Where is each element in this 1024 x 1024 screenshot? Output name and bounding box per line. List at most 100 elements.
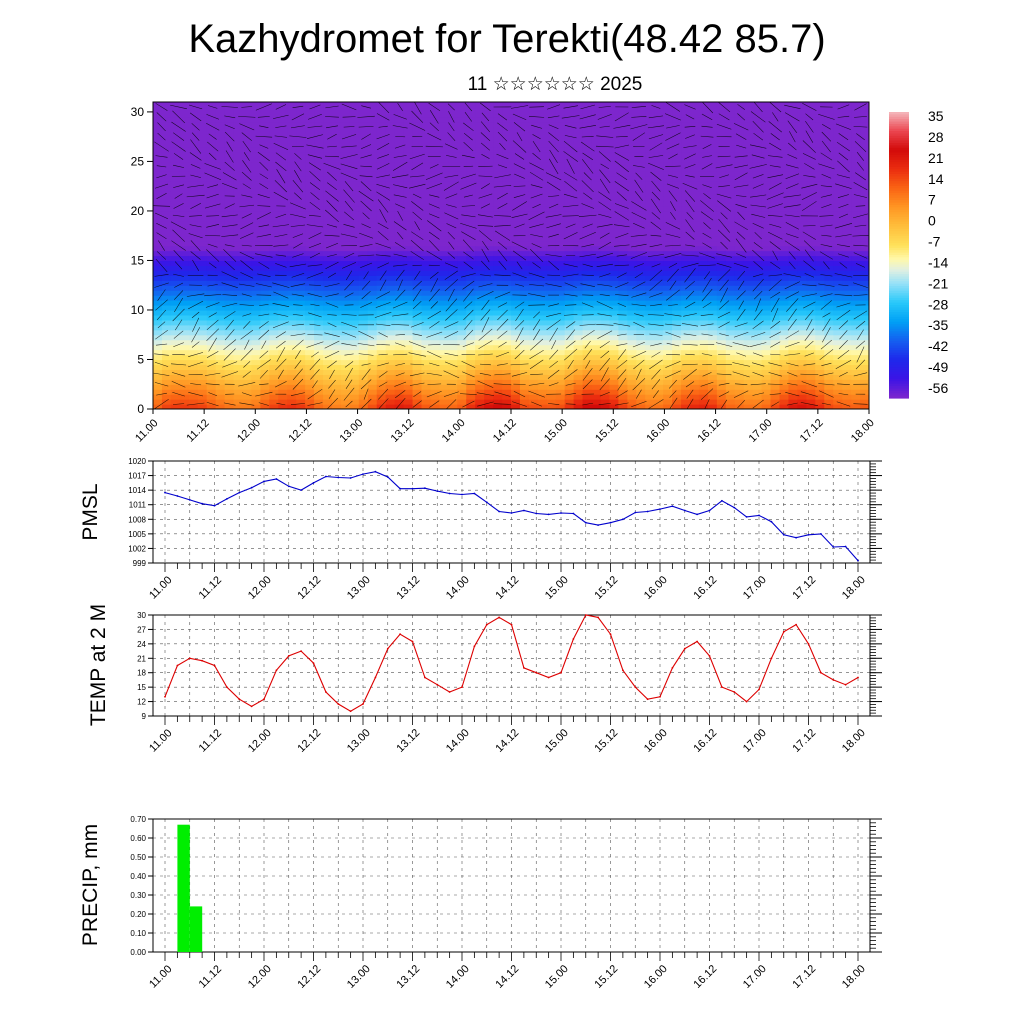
heatmap-cell bbox=[367, 359, 378, 366]
heatmap-cell bbox=[600, 305, 611, 311]
heatmap-cell bbox=[233, 201, 244, 207]
heatmap-cell bbox=[475, 136, 485, 143]
heatmap-cell bbox=[734, 245, 745, 252]
heatmap-cell bbox=[296, 314, 306, 321]
heatmap-cell bbox=[305, 379, 315, 385]
heatmap-cell bbox=[528, 131, 539, 138]
heatmap-cell bbox=[600, 225, 611, 232]
heatmap-cell bbox=[519, 181, 530, 187]
heatmap-cell bbox=[457, 176, 467, 182]
heatmap-cell bbox=[824, 404, 834, 409]
heatmap-cell bbox=[188, 305, 199, 311]
heatmap-cell bbox=[743, 201, 754, 207]
heatmap-cell bbox=[672, 126, 682, 133]
heatmap-cell bbox=[287, 334, 297, 341]
heatmap-cell bbox=[582, 161, 593, 167]
heatmap-cell bbox=[725, 240, 736, 247]
heatmap-cell bbox=[314, 364, 324, 370]
heatmap-cell bbox=[305, 126, 315, 133]
heatmap-cell bbox=[278, 176, 288, 182]
heatmap-cell bbox=[663, 141, 673, 148]
heatmap-cell bbox=[511, 374, 521, 380]
heatmap-cell bbox=[842, 374, 852, 380]
heatmap-cell bbox=[690, 334, 700, 341]
heatmap-cell bbox=[752, 111, 763, 118]
heatmap-cell bbox=[681, 334, 691, 341]
heatmap-cell bbox=[519, 285, 530, 291]
heatmap-cell bbox=[502, 389, 512, 395]
heatmap-cell bbox=[761, 359, 772, 366]
heatmap-cell bbox=[528, 181, 539, 187]
heatmap-cell bbox=[475, 225, 485, 232]
heatmap-cell bbox=[734, 270, 745, 276]
heatmap-cell bbox=[260, 275, 270, 281]
heatmap-cell bbox=[564, 309, 575, 316]
heatmap-cell bbox=[269, 131, 279, 138]
heatmap-cell bbox=[179, 399, 190, 405]
heatmap-cell bbox=[466, 290, 476, 296]
heatmap-cell bbox=[851, 131, 861, 138]
heatmap-cell bbox=[457, 191, 467, 197]
heatmap-cell bbox=[439, 275, 449, 281]
heatmap-cell bbox=[573, 181, 584, 187]
heatmap-cell bbox=[475, 374, 485, 380]
heatmap-cell bbox=[493, 329, 503, 336]
heatmap-cell bbox=[224, 404, 235, 409]
heatmap-cell bbox=[618, 255, 628, 262]
heatmap-cell bbox=[493, 166, 503, 172]
heatmap-cell bbox=[797, 186, 807, 192]
heatmap-cell bbox=[716, 379, 727, 385]
heatmap-cell bbox=[779, 329, 790, 336]
heatmap-cell bbox=[314, 270, 324, 276]
heatmap-cell bbox=[188, 300, 199, 306]
heatmap-cell bbox=[466, 339, 476, 346]
heatmap-cell bbox=[296, 191, 306, 197]
heatmap-cell bbox=[734, 319, 745, 326]
heatmap-cell bbox=[242, 191, 253, 197]
heatmap-cell bbox=[332, 141, 342, 148]
heatmap-cell bbox=[287, 275, 297, 281]
heatmap-cell bbox=[707, 349, 718, 356]
heatmap-cell bbox=[421, 374, 432, 380]
heatmap-cell bbox=[511, 364, 521, 370]
heatmap-cell bbox=[448, 260, 458, 266]
heatmap-cell bbox=[269, 314, 279, 321]
heatmap-cell bbox=[842, 285, 852, 291]
heatmap-cell bbox=[430, 265, 440, 271]
heatmap-cell bbox=[439, 191, 449, 197]
heatmap-cell bbox=[296, 215, 306, 222]
heatmap-cell bbox=[752, 131, 763, 138]
heatmap-cell bbox=[725, 106, 736, 113]
heatmap-cell bbox=[278, 225, 288, 232]
heatmap-cell bbox=[305, 369, 315, 375]
heatmap-cell bbox=[403, 116, 414, 123]
heatmap-cell bbox=[591, 121, 602, 128]
heatmap-cell bbox=[224, 369, 235, 375]
heatmap-cell bbox=[860, 260, 869, 266]
wind-barb bbox=[156, 174, 167, 179]
heatmap-cell bbox=[770, 339, 781, 346]
heatmap-cell bbox=[260, 324, 270, 331]
heatmap-cell bbox=[260, 235, 270, 242]
heatmap-cell bbox=[305, 344, 315, 351]
heatmap-cell bbox=[394, 399, 405, 405]
heatmap-cell bbox=[358, 334, 369, 341]
heatmap-cell bbox=[430, 260, 440, 266]
heatmap-cell bbox=[466, 364, 476, 370]
heatmap-cell bbox=[681, 126, 691, 133]
heatmap-cell bbox=[153, 265, 163, 271]
heatmap-cell bbox=[743, 329, 754, 336]
heatmap-cell bbox=[618, 364, 628, 370]
heatmap-cell bbox=[672, 404, 682, 409]
heatmap-cell bbox=[698, 111, 709, 118]
heatmap-cell bbox=[797, 245, 807, 252]
heatmap-cell bbox=[251, 196, 261, 202]
heatmap-cell bbox=[690, 171, 700, 177]
heatmap-cell bbox=[448, 399, 458, 405]
heatmap-cell bbox=[278, 270, 288, 276]
heatmap-cell bbox=[430, 305, 440, 311]
heatmap-cell bbox=[663, 250, 673, 257]
heatmap-cell bbox=[385, 275, 396, 281]
heatmap-cell bbox=[287, 161, 297, 167]
heatmap-cell bbox=[815, 156, 825, 163]
